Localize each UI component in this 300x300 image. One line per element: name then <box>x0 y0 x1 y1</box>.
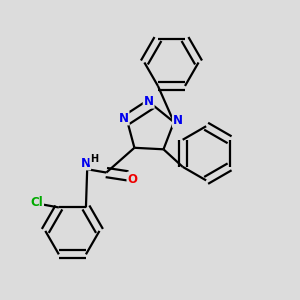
Text: N: N <box>173 114 183 127</box>
Text: N: N <box>80 157 91 170</box>
Text: O: O <box>128 173 137 186</box>
Text: H: H <box>90 154 98 164</box>
Text: Cl: Cl <box>30 196 43 209</box>
Text: N: N <box>144 95 154 108</box>
Text: N: N <box>118 112 129 124</box>
